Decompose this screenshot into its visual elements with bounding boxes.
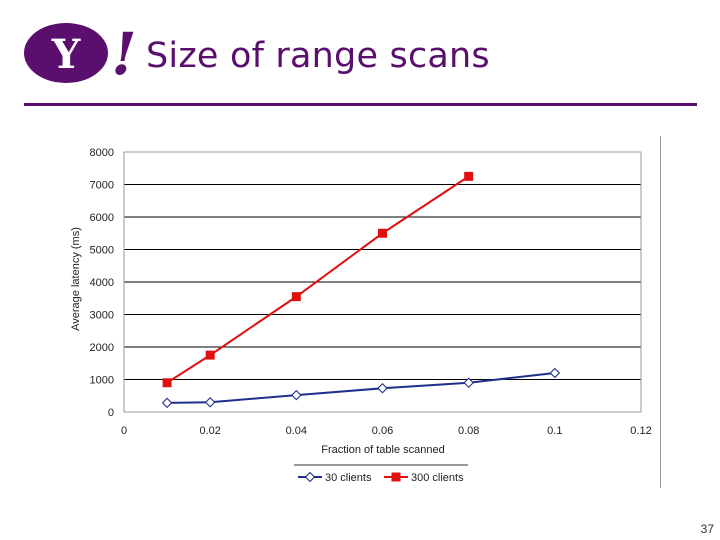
point-marker: [204, 396, 216, 408]
series-30-clients: [161, 367, 561, 409]
y-tick-label: 3000: [90, 310, 114, 322]
point-marker: [205, 350, 215, 360]
series: [161, 171, 561, 409]
y-tick-label: 1000: [90, 375, 114, 387]
point-marker: [464, 171, 474, 181]
point-marker: [162, 378, 172, 388]
page-number: 37: [700, 522, 714, 536]
point-marker: [463, 377, 474, 389]
series-line: [167, 372, 555, 404]
point-marker: [377, 382, 388, 394]
point-marker: [291, 389, 302, 401]
x-tick-label: 0.12: [630, 425, 651, 437]
svg-text:Y: Y: [51, 31, 81, 78]
y-tick-label: 7000: [90, 180, 114, 192]
y-axis-label: Average latency (ms): [70, 227, 82, 331]
legend-label: 300 clients: [411, 472, 464, 484]
y-tick-label: 0: [108, 407, 114, 419]
x-axis-label: Fraction of table scanned: [321, 444, 445, 456]
legend-label: 30 clients: [325, 472, 372, 484]
y-tick-label: 4000: [90, 277, 114, 289]
x-tick-label: 0.02: [199, 425, 220, 437]
x-tick-label: 0.06: [372, 425, 393, 437]
legend: 30 clients 300 clients: [294, 464, 468, 484]
plot-frame: [123, 151, 642, 413]
point-marker: [304, 471, 316, 483]
title-divider: [24, 103, 697, 106]
x-tick-label: 0.04: [286, 425, 307, 437]
point-marker: [378, 228, 387, 238]
series-300-clients: [162, 171, 474, 388]
x-tick-label: 0: [121, 425, 127, 437]
yahoo-logo: Y !: [24, 22, 137, 84]
y-tick-label: 8000: [90, 147, 114, 159]
tick-labels: 0 1000 2000 3000 4000 5000 6000 7000 8000 0 0.02 0.…: [90, 147, 652, 437]
svg-text:!: !: [111, 22, 136, 84]
chart-frame-edge: [660, 136, 661, 488]
point-marker: [549, 367, 561, 379]
point-marker: [391, 472, 401, 482]
x-tick-label: 0.08: [458, 425, 479, 437]
y-tick-label: 5000: [90, 245, 114, 257]
slide-title: Size of range scans: [146, 36, 490, 76]
point-marker: [291, 292, 301, 302]
y-tick-label: 6000: [90, 212, 114, 224]
x-tick-label: 0.1: [547, 425, 562, 437]
y-tick-label: 2000: [90, 342, 114, 354]
grid-lines: [124, 184, 641, 380]
axes: [123, 151, 642, 413]
point-marker: [161, 397, 173, 409]
